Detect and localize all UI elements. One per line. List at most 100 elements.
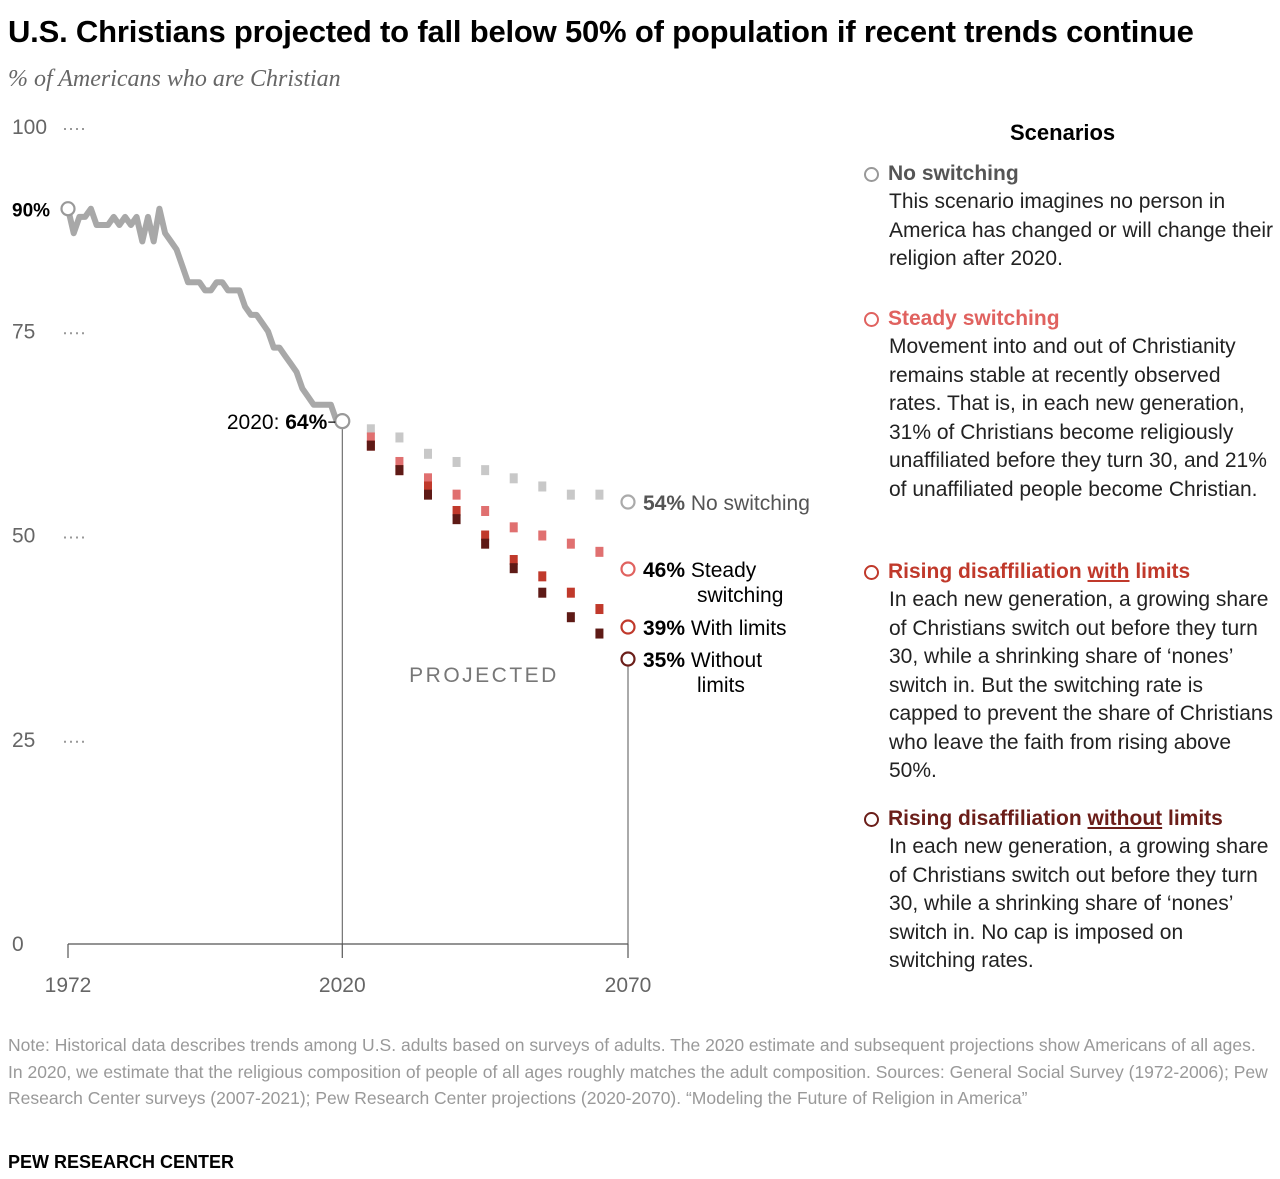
scenario-without-limits: Rising disaffiliation without limits In … — [864, 805, 1274, 976]
projection-point — [395, 465, 404, 476]
scenario-description: In each new generation, a growing share … — [889, 835, 1269, 972]
scenario-title: Steady switching — [888, 305, 1060, 333]
series-end-name: With limits — [685, 617, 787, 640]
scenario-no-switching: No switching This scenario imagines no p… — [864, 160, 1274, 274]
annotation-2020-label: 2020: — [227, 411, 285, 434]
scenario-title: Rising disaffiliation with limits — [888, 558, 1190, 586]
scenario-title: No switching — [888, 160, 1019, 188]
series-end-name: Steady — [685, 559, 757, 582]
point-2020-marker — [334, 413, 351, 430]
start-point-marker — [60, 201, 76, 217]
projection-point — [538, 587, 547, 598]
scenario-steady-switching: Steady switching Movement into and out o… — [864, 305, 1274, 504]
projection-point — [424, 448, 432, 459]
scenario-title: Rising disaffiliation without limits — [888, 805, 1223, 833]
chart-title: U.S. Christians projected to fall below … — [8, 14, 1194, 49]
projection-point — [595, 546, 604, 557]
projection-point — [595, 628, 604, 639]
projection-point — [452, 456, 461, 467]
series-end-name-line2: switching — [697, 584, 783, 607]
series-end-marker — [620, 619, 636, 635]
footnote: Note: Historical data describes trends a… — [8, 1035, 1268, 1108]
projection-point — [509, 473, 518, 484]
historical-series-line — [65, 205, 346, 425]
scenario-head: Rising disaffiliation without limits — [864, 805, 1274, 833]
scenario-title-part: limits — [1129, 560, 1191, 583]
projection-point — [481, 505, 490, 516]
projection-point — [509, 555, 518, 566]
annotation-2020-value: 64% — [285, 411, 327, 434]
series-end-name: No switching — [685, 492, 810, 515]
projection-point — [452, 514, 461, 525]
chart-subtitle: % of Americans who are Christian — [8, 66, 341, 92]
x-tick-label: 1972 — [45, 974, 92, 997]
series-end-value: 46% — [643, 559, 685, 582]
projection-point — [509, 522, 518, 533]
annotation-2020: 2020: 64% — [227, 411, 328, 434]
ring-icon — [864, 311, 879, 327]
projection-point — [538, 571, 547, 582]
legend-heading: Scenarios — [1010, 120, 1116, 145]
chart-svg: 100 75 50 25 0 1972 2020 2070 90% 2020: 64% PROJEC… — [12, 116, 810, 997]
scenario-title-part: Rising disaffiliation — [888, 560, 1088, 583]
projection-point — [566, 612, 575, 623]
series-end-value: 39% — [643, 617, 685, 640]
series-end-marker — [620, 561, 636, 577]
projection-point — [538, 481, 547, 492]
ring-icon — [864, 564, 879, 580]
series-end-label: 54% No switching — [643, 492, 810, 515]
projection-point — [481, 530, 490, 541]
series-end-label: 35% Without — [643, 649, 762, 672]
scenario-description: Movement into and out of Christianity re… — [889, 335, 1267, 501]
projection-point — [395, 456, 404, 467]
ring-icon — [864, 811, 879, 827]
projection-point — [424, 489, 432, 500]
y-tick-label: 25 — [12, 729, 35, 752]
series-end-marker — [620, 494, 636, 510]
x-tick-label: 2020 — [319, 974, 366, 997]
projection-point — [452, 489, 461, 500]
scenario-head: Steady switching — [864, 305, 1274, 333]
projection-point — [566, 489, 575, 500]
projection-point — [366, 424, 375, 435]
scenario-with-limits: Rising disaffiliation with limits In eac… — [864, 558, 1274, 786]
series-end-label: 39% With limits — [643, 617, 787, 640]
scenario-head: No switching — [864, 160, 1274, 188]
y-tick-label: 100 — [12, 116, 47, 139]
series-end-label: 46% Steady — [643, 559, 757, 582]
projection-point — [509, 563, 518, 574]
projection-point — [366, 440, 375, 451]
series-end-name-line2: limits — [697, 674, 745, 697]
projection-point — [452, 505, 461, 516]
projection-point — [424, 473, 432, 484]
projected-label: PROJECTED — [409, 664, 559, 687]
scenario-title-part: limits — [1162, 807, 1223, 830]
series-end-value: 35% — [643, 649, 685, 672]
scenario-head: Rising disaffiliation with limits — [864, 558, 1274, 586]
scenario-title-emphasis: without — [1087, 807, 1163, 830]
projection-point — [538, 530, 547, 541]
scenario-title-part: No switching — [888, 162, 1019, 185]
series-end-marker — [620, 651, 636, 667]
projection-point — [424, 481, 432, 492]
projection-point — [595, 604, 604, 615]
scenario-title-emphasis: with — [1087, 560, 1130, 583]
y-tick-label: 0 — [12, 933, 24, 956]
x-tick-label: 2070 — [605, 974, 652, 997]
scenario-title-part: Steady switching — [888, 307, 1060, 330]
series-end-value: 54% — [643, 492, 685, 515]
ring-icon — [864, 166, 879, 182]
series-end-name: Without — [685, 649, 762, 672]
scenario-description: This scenario imagines no person in Amer… — [889, 190, 1274, 270]
scenario-description: In each new generation, a growing share … — [889, 588, 1274, 782]
y-tick-label: 50 — [12, 525, 35, 548]
y-tick-label: 75 — [12, 320, 35, 343]
start-value-label: 90% — [12, 201, 50, 222]
projection-point — [566, 587, 575, 598]
scenario-title-part: Rising disaffiliation — [888, 807, 1088, 830]
projection-point — [481, 538, 490, 549]
source-credit: PEW RESEARCH CENTER — [8, 1152, 235, 1172]
projection-point — [395, 432, 404, 443]
projection-point — [366, 432, 375, 443]
projection-point — [595, 489, 604, 500]
